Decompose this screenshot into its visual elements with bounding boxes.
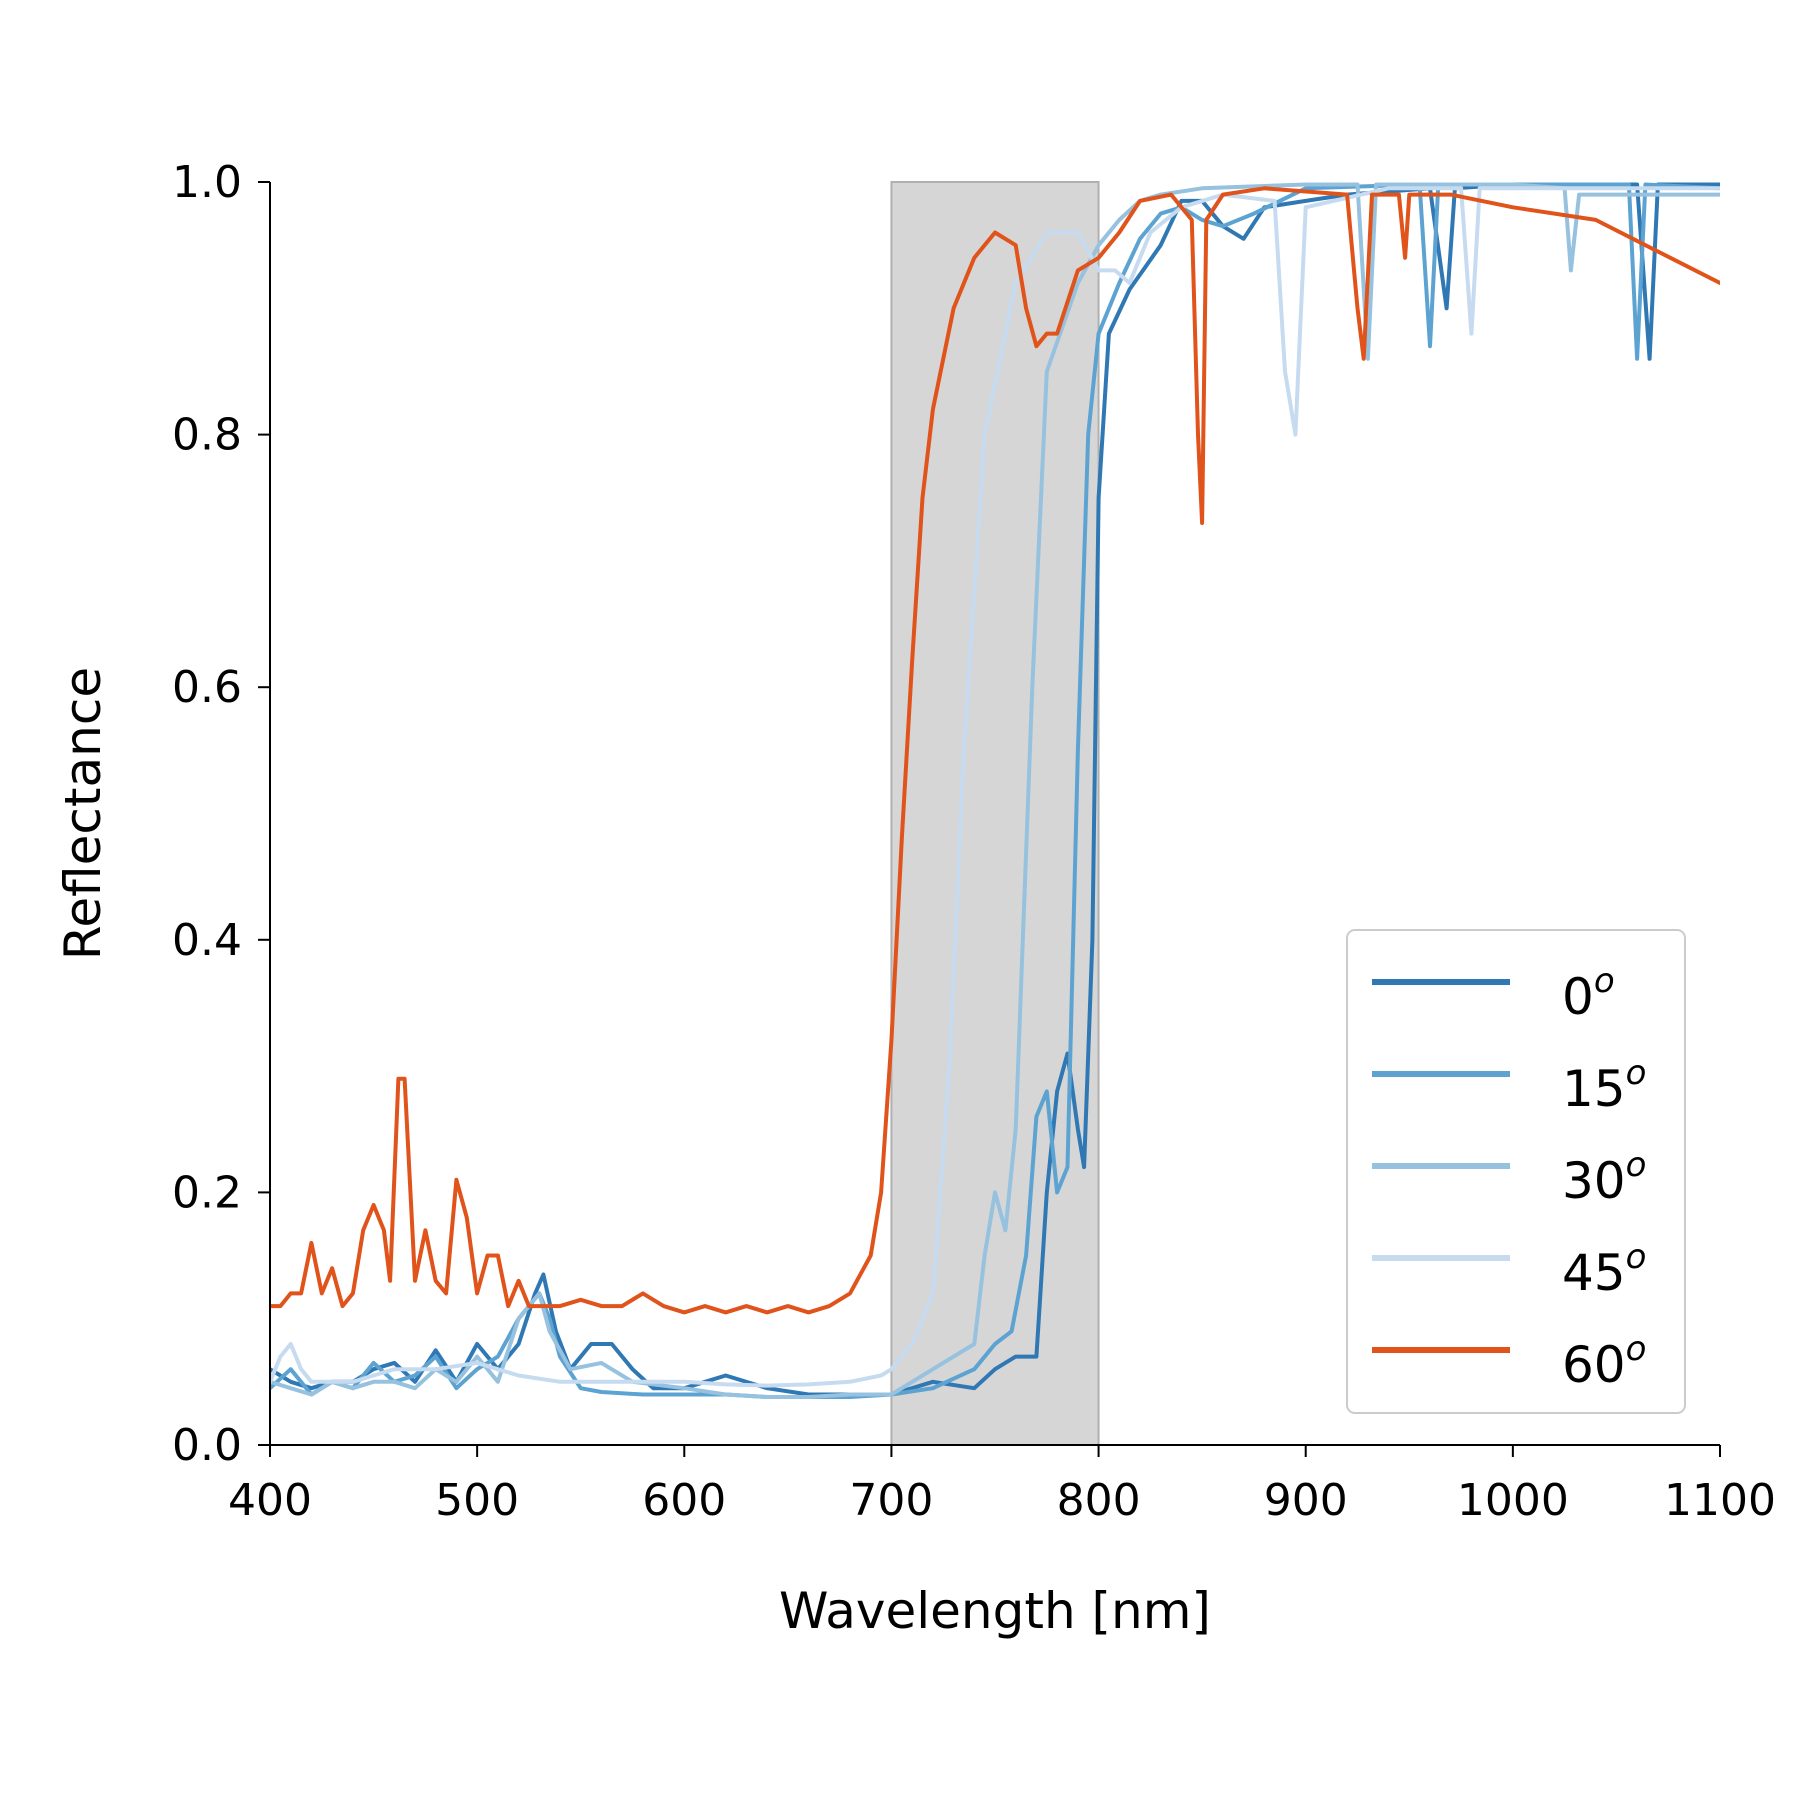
legend-label-superscript: o xyxy=(1626,1237,1647,1277)
y-tick-label: 0.8 xyxy=(172,410,242,461)
legend-label: 0o xyxy=(1562,961,1615,1026)
x-tick-label: 700 xyxy=(849,1475,933,1526)
y-tick-label: 0.4 xyxy=(172,915,242,966)
axes: 400 500 600 700 800 900 1000 11000.00.20.40.60.… xyxy=(54,157,1776,1640)
legend-label-superscript: o xyxy=(1626,1329,1647,1369)
legend-item-0-deg: 0o xyxy=(1372,961,1615,1026)
legend-label: 45o xyxy=(1562,1237,1646,1302)
x-tick-label: 1000 xyxy=(1457,1475,1569,1526)
y-tick-label: 1.0 xyxy=(172,157,242,208)
legend-item-15-deg: 15o xyxy=(1372,1053,1646,1118)
series-layer xyxy=(270,182,1720,1399)
legend-label-superscript: o xyxy=(1594,961,1615,1001)
legend-label: 15o xyxy=(1562,1053,1646,1118)
legend-label-value: 15 xyxy=(1562,1060,1626,1118)
x-tick-label: 1100 xyxy=(1664,1475,1776,1526)
legend-label-value: 60 xyxy=(1562,1336,1626,1394)
x-tick-label: 500 xyxy=(435,1475,519,1526)
series-line-45-deg xyxy=(270,186,1720,1388)
x-tick-label: 900 xyxy=(1264,1475,1348,1526)
shaded-wavelength-band xyxy=(890,181,1100,1446)
y-tick-label: 0.6 xyxy=(172,662,242,713)
legend-label-value: 0 xyxy=(1562,968,1594,1026)
series-line-0-deg xyxy=(270,182,1720,1397)
y-tick-label: 0.2 xyxy=(172,1167,242,1218)
legend-label: 60o xyxy=(1562,1329,1646,1394)
legend-label-value: 30 xyxy=(1562,1152,1626,1210)
series-line-60-deg xyxy=(270,186,1720,1315)
legend-label-superscript: o xyxy=(1626,1145,1647,1185)
y-tick-label: 0.0 xyxy=(172,1420,242,1471)
legend-box xyxy=(1346,929,1686,1414)
legend-item-30-deg: 30o xyxy=(1372,1145,1646,1210)
legend-item-45-deg: 45o xyxy=(1372,1237,1646,1302)
legend-label: 30o xyxy=(1562,1145,1646,1210)
legend-item-60-deg: 60o xyxy=(1372,1329,1646,1394)
x-tick-label: 800 xyxy=(1057,1475,1141,1526)
y-axis-title: Reflectance xyxy=(54,667,112,960)
x-tick-label: 600 xyxy=(642,1475,726,1526)
x-tick-label: 400 xyxy=(228,1475,312,1526)
legend-label-superscript: o xyxy=(1626,1053,1647,1093)
x-axis-title: Wavelength [nm] xyxy=(779,1582,1211,1640)
series-line-30-deg xyxy=(270,182,1720,1399)
legend-label-value: 45 xyxy=(1562,1244,1626,1302)
